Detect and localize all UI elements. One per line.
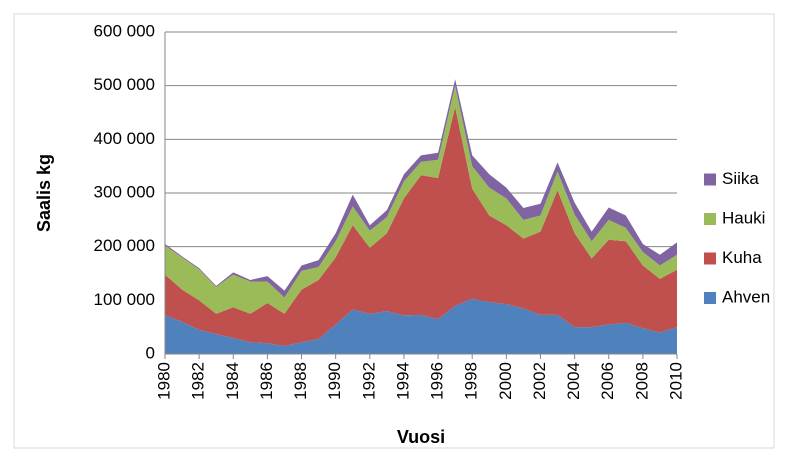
x-tick-label: 2004 xyxy=(564,362,583,400)
x-tick-label: 2002 xyxy=(530,362,549,400)
x-tick-label: 1998 xyxy=(462,362,481,400)
y-tick-label: 400 000 xyxy=(94,129,155,148)
legend-swatch xyxy=(704,292,716,304)
x-tick-label: 1994 xyxy=(393,362,412,400)
x-tick-label: 2006 xyxy=(598,362,617,400)
legend-label: Kuha xyxy=(722,248,762,267)
y-axis-title: Saalis kg xyxy=(34,154,54,232)
legend-label: Siika xyxy=(722,169,759,188)
legend-label: Ahven xyxy=(722,287,770,306)
legend-swatch xyxy=(704,252,716,265)
y-tick-label: 200 000 xyxy=(94,236,155,255)
x-tick-label: 1992 xyxy=(359,362,378,400)
y-tick-label: 0 xyxy=(146,343,155,362)
x-tick-label: 1996 xyxy=(428,362,447,400)
legend-label: Hauki xyxy=(722,208,765,227)
y-tick-label: 100 000 xyxy=(94,290,155,309)
y-tick-label: 500 000 xyxy=(94,75,155,94)
area xyxy=(165,107,677,346)
x-tick-label: 1988 xyxy=(291,362,310,400)
x-tick-label: 1986 xyxy=(257,362,276,400)
y-tick-label: 600 000 xyxy=(94,21,155,40)
x-tick-label: 2010 xyxy=(666,362,685,400)
area xyxy=(165,298,677,354)
x-tick-label: 1984 xyxy=(223,362,242,400)
legend-swatch xyxy=(704,213,716,225)
legend-swatch xyxy=(704,173,716,186)
x-tick-label: 2000 xyxy=(496,362,515,400)
x-tick-label: 2008 xyxy=(632,362,651,400)
x-tick-label: 1990 xyxy=(325,362,344,400)
x-tick-label: 1980 xyxy=(154,362,173,400)
x-axis-title: Vuosi xyxy=(397,427,445,447)
x-tick-label: 1982 xyxy=(189,362,208,400)
area xyxy=(165,85,677,314)
y-tick-label: 300 000 xyxy=(94,182,155,201)
